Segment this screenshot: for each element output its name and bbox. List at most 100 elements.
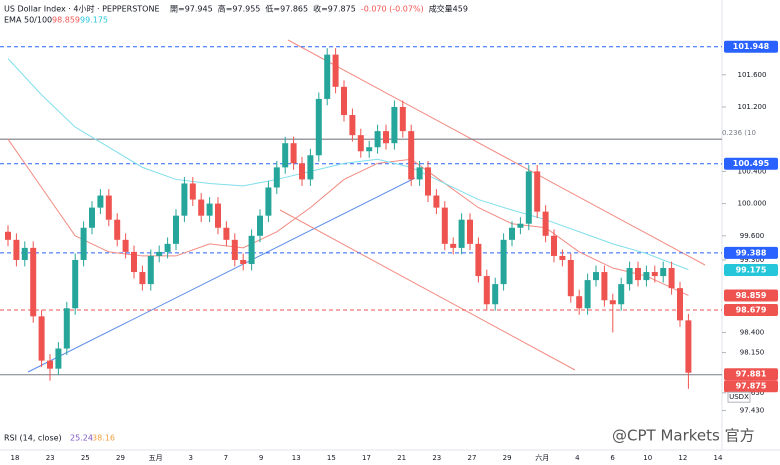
candle-body [47, 360, 53, 369]
price-tag [724, 303, 778, 316]
candle-body [223, 227, 230, 240]
candle-body [391, 106, 398, 144]
candle-body [282, 143, 289, 168]
y-tick-label: 99.300 [740, 256, 765, 264]
y-tick-label: 101.200 [738, 103, 767, 111]
candle-body [383, 131, 389, 144]
price-tag [724, 368, 778, 381]
candle-body [156, 251, 163, 256]
price-tag [724, 40, 778, 53]
candle-body [139, 272, 146, 285]
candle-body [248, 235, 255, 264]
candle-body [601, 272, 608, 301]
candle-body [80, 227, 87, 260]
x-tick-label: 25 [81, 454, 90, 462]
candle-body [332, 54, 339, 87]
candle-body [206, 203, 213, 216]
price-tag [724, 380, 778, 393]
y-tick-label: 100.000 [738, 200, 767, 208]
x-tick-label: 17 [362, 454, 371, 462]
ohlc-value: 高=97.955 [218, 4, 261, 14]
x-tick-label: 15 [327, 454, 336, 462]
candle-body [425, 167, 431, 196]
candle-body [357, 135, 364, 152]
candle-body [215, 203, 221, 228]
symbol-tag-label: USDX [729, 393, 749, 401]
candle-body [517, 223, 524, 228]
x-tick-label: 六月 [535, 453, 549, 462]
candle-body [609, 300, 616, 305]
channel-line [279, 209, 576, 371]
trend-line [27, 177, 416, 373]
x-tick-label: 29 [116, 454, 125, 462]
x-tick-label: 29 [503, 454, 512, 462]
price-tag-label: 101.948 [733, 42, 770, 51]
candle-body [660, 268, 667, 277]
candle-body [21, 247, 28, 260]
rsi-label: RSI (14, close) [4, 434, 62, 443]
candle-body [290, 143, 297, 164]
y-tick-label: 98.400 [740, 328, 765, 336]
rsi-value: 25.24 [70, 434, 93, 443]
candle-body [643, 272, 650, 281]
price-tag-label: 99.388 [736, 248, 767, 257]
candle-body [265, 187, 272, 216]
price-tag-label: 99.175 [736, 266, 767, 275]
candle-body [240, 259, 247, 264]
x-tick-label: 3 [189, 454, 193, 462]
candle-body [164, 243, 171, 252]
price-tag [724, 157, 778, 170]
candle-body [567, 259, 574, 297]
candle-body [131, 251, 137, 273]
candle-body [593, 272, 599, 281]
ohlc-value: 開=97.945 [170, 5, 213, 14]
plot [0, 46, 722, 389]
candle-body [408, 131, 415, 180]
x-tick-label: 6 [610, 454, 615, 462]
candle-body [198, 199, 205, 216]
candle-body [299, 163, 305, 180]
candle-body [626, 268, 633, 285]
price-tag-label: 97.881 [736, 370, 767, 379]
candle-body [189, 183, 196, 200]
y-tick-label: 99.600 [740, 232, 765, 240]
symbol: US Dollar Index · 4小时 · PEPPERSTONE [4, 4, 160, 14]
candle-body [374, 131, 381, 148]
x-tick-label: 23 [46, 454, 55, 462]
x-tick-label: 14 [714, 454, 723, 462]
candle-body [315, 98, 322, 156]
y-tick-label: 98.150 [740, 349, 765, 357]
x-tick-label: 7 [224, 454, 228, 462]
candle-body [38, 316, 45, 361]
x-tick-label: 12 [678, 454, 687, 462]
candle-body [584, 280, 591, 309]
ema-value: 99.175 [80, 16, 108, 25]
candle-body [63, 308, 70, 349]
candle-body [450, 243, 457, 248]
candle-body [341, 86, 347, 116]
candle-body [559, 255, 566, 260]
price-tag-label: 98.679 [736, 305, 767, 314]
ohlc-value: 低=97.865 [265, 4, 308, 14]
symbol-tag [727, 391, 751, 403]
x-tick-label: 27 [467, 454, 476, 462]
ohlc-value: 成交量459 [429, 4, 468, 14]
candle-body [576, 296, 583, 309]
candle-body [509, 227, 515, 240]
candle-body [399, 106, 406, 132]
candle-body [257, 215, 263, 236]
candle-body [72, 259, 79, 309]
candle-body [433, 195, 440, 208]
price-tag-label: 100.495 [733, 159, 770, 168]
rsi-value: 38.16 [92, 434, 115, 443]
candle-body [307, 155, 314, 180]
y-tick-label: 97.430 [740, 407, 765, 415]
candle-body [231, 239, 238, 260]
candle-body [635, 268, 641, 281]
price-tag [724, 264, 778, 277]
candle-body [677, 288, 683, 321]
y-tick-label: 101.600 [738, 71, 767, 79]
candle-body [13, 239, 20, 260]
